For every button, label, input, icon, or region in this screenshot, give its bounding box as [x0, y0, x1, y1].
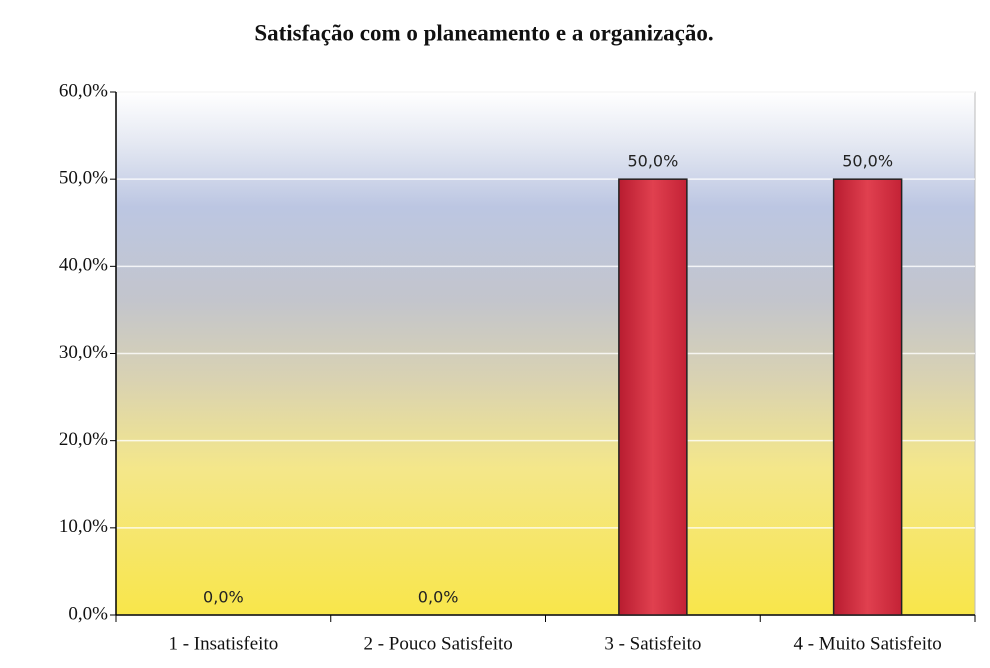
x-tick-label: 4 - Muito Satisfeito	[793, 633, 941, 654]
x-tick-label: 1 - Insatisfeito	[168, 633, 278, 654]
y-tick-label: 0,0%	[68, 603, 108, 624]
chart-title: Satisfação com o planeamento e a organiz…	[254, 20, 713, 45]
value-label: 0,0%	[203, 588, 244, 607]
value-label: 50,0%	[842, 152, 893, 171]
y-tick-label: 40,0%	[59, 255, 108, 276]
y-tick-label: 30,0%	[59, 342, 108, 363]
y-tick-label: 10,0%	[59, 516, 108, 537]
y-tick-label: 60,0%	[59, 80, 108, 101]
x-tick-label: 3 - Satisfeito	[604, 633, 701, 654]
bar	[832, 178, 903, 616]
bar	[618, 178, 688, 616]
value-label: 50,0%	[627, 152, 678, 171]
x-tick-label: 2 - Pouco Satisfeito	[363, 633, 512, 654]
value-label: 0,0%	[418, 588, 459, 607]
y-tick-label: 20,0%	[59, 429, 108, 450]
y-tick-label: 50,0%	[59, 168, 108, 189]
